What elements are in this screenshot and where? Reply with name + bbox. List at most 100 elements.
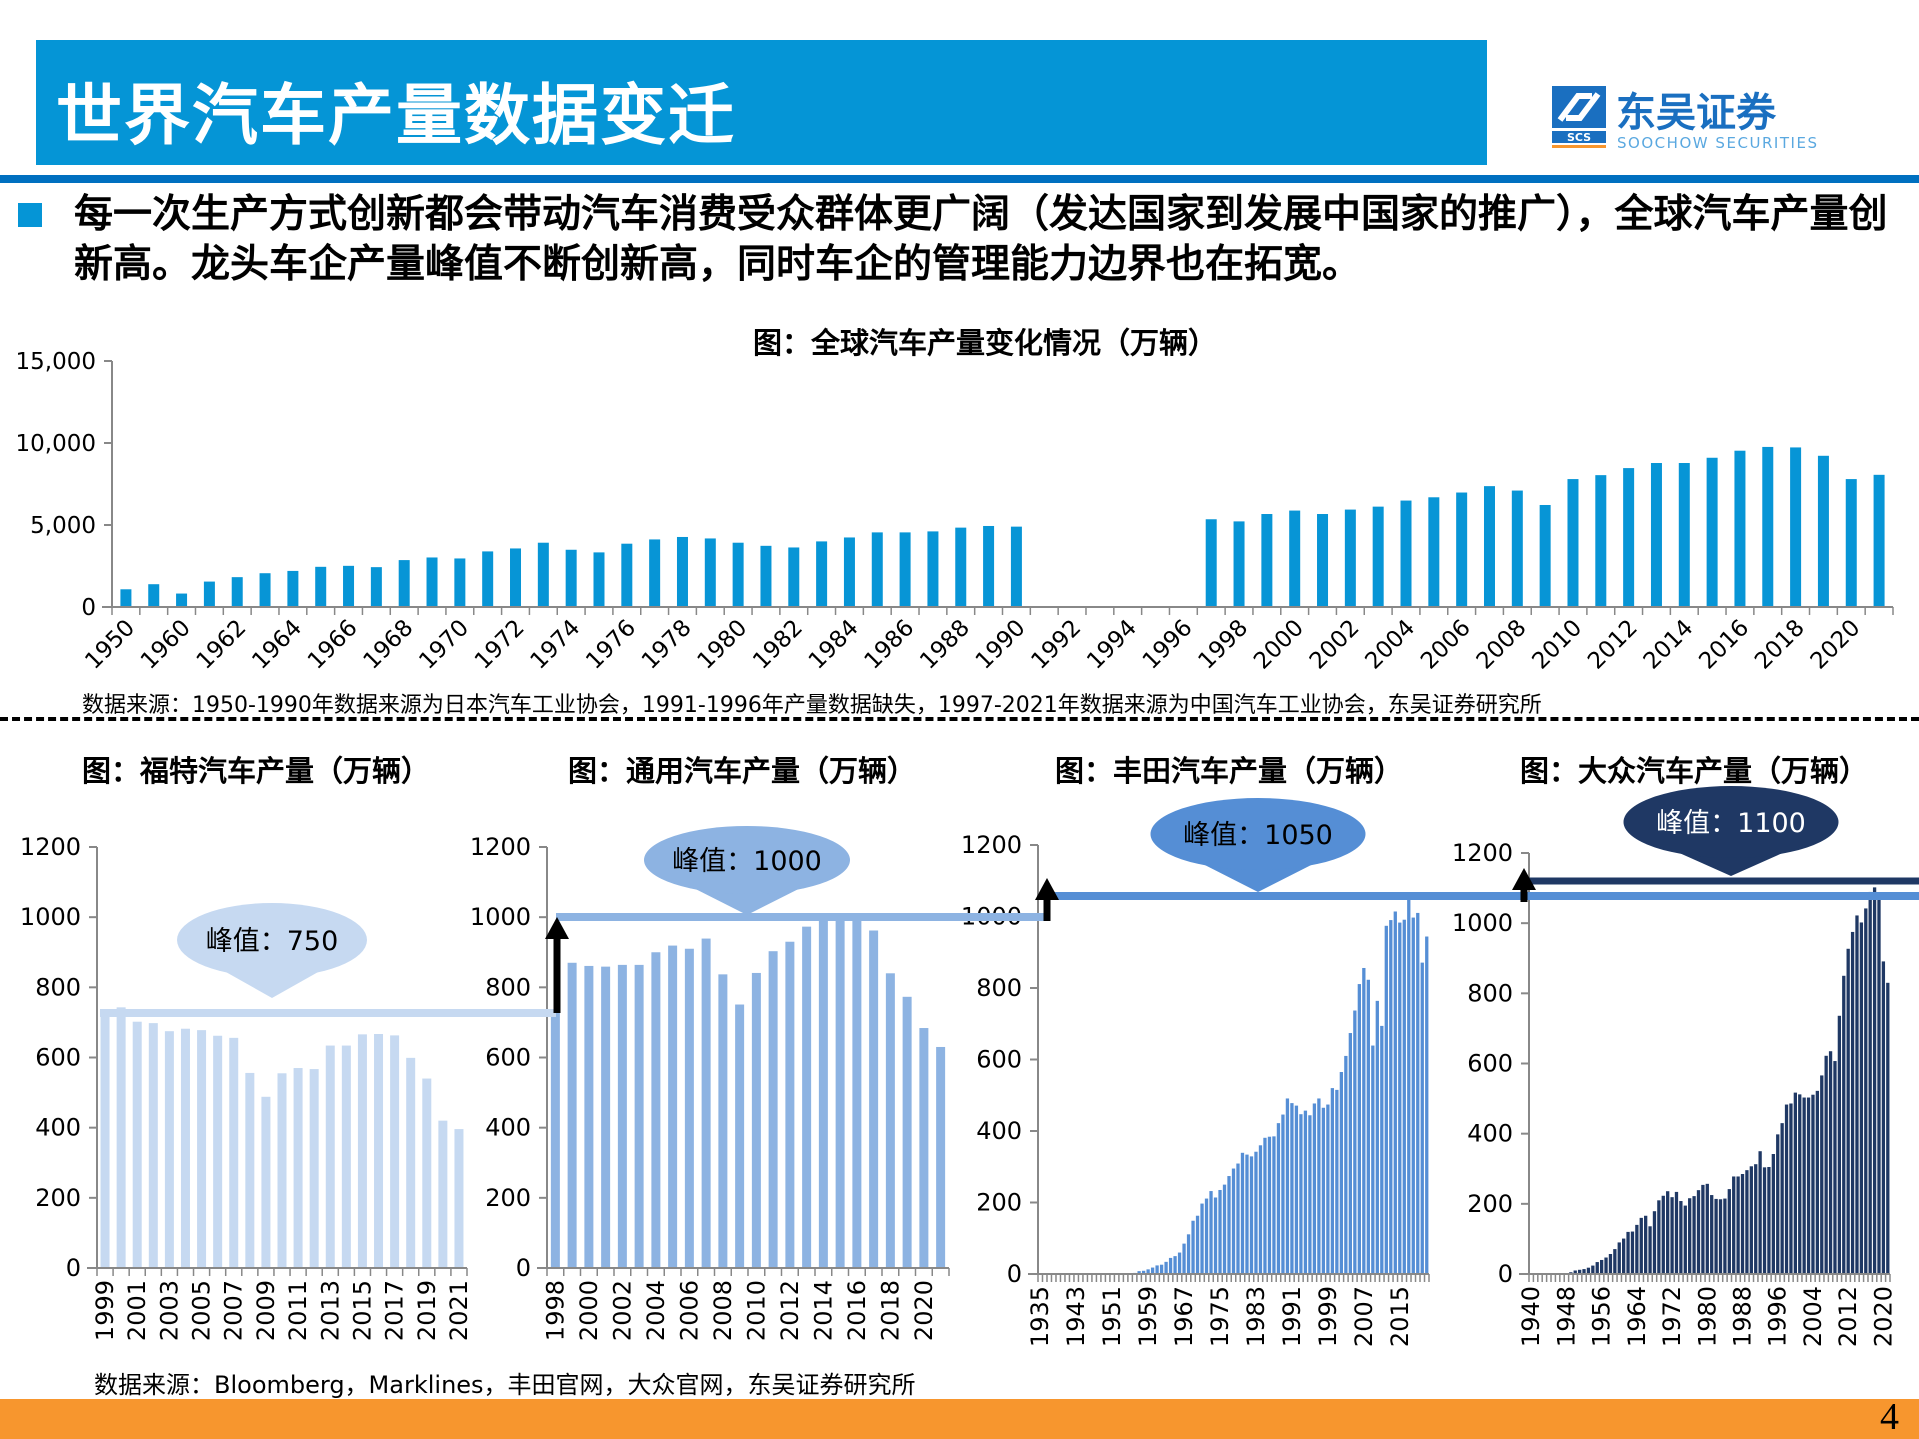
bar-2017 xyxy=(1762,446,1774,607)
y-tick-label: 600 xyxy=(35,1044,81,1072)
y-tick-label: 200 xyxy=(35,1184,81,1212)
bar-1999 xyxy=(100,1011,110,1268)
x-tick-label: 2021 xyxy=(445,1280,473,1341)
header-rule xyxy=(0,175,1919,183)
bar-2010 xyxy=(751,972,761,1268)
gm-chart-title: 图：通用汽车产量（万辆） xyxy=(568,754,917,788)
bar-1999 xyxy=(1261,514,1273,607)
logo-en: SOOCHOW SECURITIES xyxy=(1617,134,1817,152)
bar-1958 xyxy=(1608,1254,1613,1274)
footer-bar: 4 xyxy=(0,1396,1919,1439)
bar-1999 xyxy=(1326,1104,1330,1274)
x-tick-label: 1950 xyxy=(80,615,140,675)
x-tick-label: 1951 xyxy=(1098,1286,1126,1347)
bar-1966 xyxy=(343,565,355,607)
x-tick-label: 2013 xyxy=(316,1280,344,1341)
bar-2009 xyxy=(261,1096,271,1268)
dashed-divider xyxy=(0,717,1919,721)
page-number: 4 xyxy=(1880,1396,1899,1438)
y-tick-label: 600 xyxy=(1467,1050,1513,1078)
bar-1954 xyxy=(1591,1265,1595,1274)
bar-2019 xyxy=(1817,455,1829,607)
bar-2013 xyxy=(1850,931,1855,1274)
bar-1962 xyxy=(1626,1231,1630,1274)
y-tick-label: 1200 xyxy=(20,833,81,861)
bar-2018 xyxy=(1790,447,1802,607)
peak-label: 峰值：1000 xyxy=(672,846,822,877)
x-tick-label: 2009 xyxy=(252,1280,280,1341)
bar-2016 xyxy=(852,917,862,1268)
bar-1955 xyxy=(148,584,160,607)
bar-1998 xyxy=(1233,521,1245,607)
bar-2000 xyxy=(116,1007,126,1268)
bar-1990 xyxy=(1749,1166,1753,1274)
bar-2019 xyxy=(1877,894,1881,1274)
x-tick-label: 2008 xyxy=(1472,615,1532,675)
bar-2021 xyxy=(936,1046,946,1268)
bar-2002 xyxy=(617,964,627,1268)
peak-label: 峰值：750 xyxy=(206,926,339,957)
peak-callout xyxy=(1150,798,1366,870)
bar-2011 xyxy=(293,1068,303,1268)
bar-1980 xyxy=(1705,1183,1709,1274)
bar-1960 xyxy=(176,593,188,607)
bar-2001 xyxy=(1798,1094,1802,1274)
bar-1984 xyxy=(1723,1198,1727,1274)
x-tick-label: 2020 xyxy=(910,1280,938,1341)
bar-1958 xyxy=(1141,1270,1146,1274)
x-tick-label: 2014 xyxy=(809,1280,837,1341)
bar-1999 xyxy=(1789,1103,1793,1274)
bar-2010 xyxy=(1375,1000,1379,1274)
bar-2015 xyxy=(1859,922,1864,1274)
bar-1959 xyxy=(1146,1269,1150,1274)
x-tick-label: 1990 xyxy=(971,615,1031,675)
x-tick-label: 1940 xyxy=(1517,1286,1545,1347)
bar-1972 xyxy=(1204,1198,1209,1274)
x-tick-label: 2018 xyxy=(1750,615,1810,675)
bar-1997 xyxy=(1780,1123,1784,1274)
bar-1981 xyxy=(1710,1195,1714,1274)
bar-1978 xyxy=(1231,1168,1236,1274)
x-tick-label: 1982 xyxy=(748,615,808,675)
bar-1970 xyxy=(1661,1195,1665,1274)
bar-2016 xyxy=(374,1033,384,1268)
y-tick-label: 0 xyxy=(516,1254,531,1282)
bar-1998 xyxy=(1784,1104,1789,1274)
bar-2012 xyxy=(1384,925,1388,1274)
bar-1952 xyxy=(1582,1269,1586,1274)
x-tick-label: 1980 xyxy=(693,615,753,675)
bar-2011 xyxy=(768,951,778,1268)
bar-1986 xyxy=(899,532,911,607)
bar-2003 xyxy=(1344,1055,1348,1274)
y-tick-label: 600 xyxy=(485,1044,531,1072)
logo-mark-text: SCS xyxy=(1567,131,1591,144)
x-tick-label: 2002 xyxy=(608,1280,636,1341)
x-tick-label: 1984 xyxy=(804,615,864,675)
bar-2020 xyxy=(438,1120,448,1268)
bar-2017 xyxy=(390,1035,400,1268)
bar-1971 xyxy=(482,551,494,607)
y-tick-label: 800 xyxy=(485,973,531,1001)
x-tick-label: 2010 xyxy=(742,1280,770,1341)
x-tick-label: 2003 xyxy=(155,1280,183,1341)
bar-2018 xyxy=(406,1057,416,1268)
x-tick-label: 1998 xyxy=(1193,615,1253,675)
bar-2021 xyxy=(1886,982,1890,1274)
bar-1967 xyxy=(1648,1226,1652,1274)
x-tick-label: 1974 xyxy=(526,615,586,675)
main-chart-title: 图：全球汽车产量变化情况（万辆） xyxy=(752,326,1217,360)
x-tick-label: 1998 xyxy=(541,1280,569,1341)
x-tick-label: 1986 xyxy=(860,615,920,675)
bar-2021 xyxy=(1425,936,1429,1274)
bar-2001 xyxy=(1317,514,1329,607)
bar-1965 xyxy=(1173,1256,1177,1274)
bar-2004 xyxy=(180,1028,190,1268)
vw-chart: 0 200 400 600 800 1000 1200 1940 1948 1956 1964 197… xyxy=(1452,839,1897,1347)
bar-1967 xyxy=(370,567,382,607)
bar-1991 xyxy=(1290,1103,1294,1274)
y-tick-label: 0 xyxy=(66,1254,81,1282)
bar-2005 xyxy=(668,945,678,1268)
bar-2019 xyxy=(902,996,912,1268)
y-tick-label: 200 xyxy=(1467,1190,1513,1218)
bar-2014 xyxy=(1678,463,1690,607)
